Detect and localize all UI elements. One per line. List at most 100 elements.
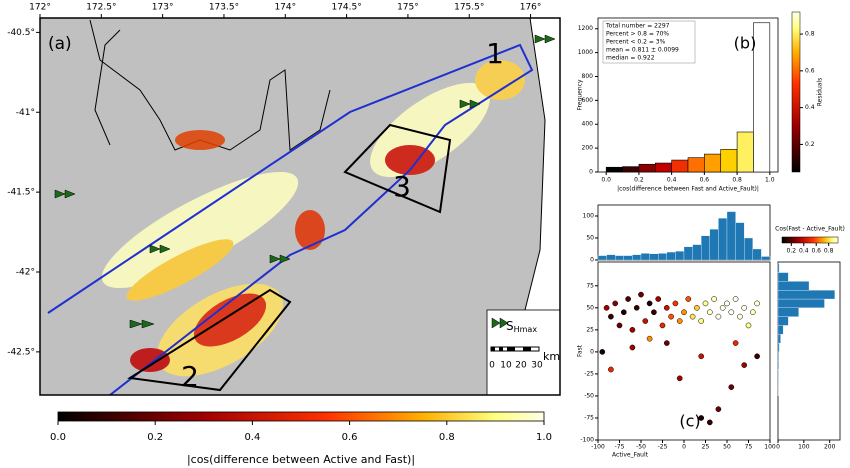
bar <box>744 237 753 261</box>
point <box>715 406 722 413</box>
x-axis-label: Active_Fault <box>612 452 649 459</box>
x-tick-label: 1.0 <box>765 177 775 184</box>
y-tick-label: 400 <box>582 121 594 128</box>
annotation: mean = 0.811 ± 0.0099 <box>606 47 679 54</box>
point <box>732 296 739 302</box>
y-tick-label: 100 <box>583 213 595 220</box>
x-tick-label: 173° <box>152 3 174 13</box>
bar <box>606 254 616 261</box>
bar <box>777 316 789 326</box>
point <box>599 349 606 355</box>
point <box>737 313 743 320</box>
point <box>749 309 756 316</box>
bar <box>692 244 702 261</box>
point <box>646 335 653 342</box>
point <box>655 296 662 302</box>
bar <box>649 253 659 261</box>
heat <box>101 60 525 377</box>
colorbar-tick-label: 0.6 <box>811 248 821 255</box>
bar <box>658 253 667 261</box>
point <box>745 322 752 329</box>
annotation: Total number = 2297 <box>605 23 670 30</box>
point <box>694 304 700 311</box>
bar <box>777 298 825 308</box>
annotation: Percent > 0.8 = 70% <box>606 31 669 38</box>
bar <box>777 351 779 361</box>
x-tick-label: 0.2 <box>634 177 644 184</box>
x-tick-label: 174.5° <box>331 3 361 13</box>
annotation: Percent < 0.2 = 3% <box>606 39 666 46</box>
colorbar-tick-label: 0.6 <box>805 67 815 74</box>
x-tick-label: 0.6 <box>700 177 710 184</box>
colorbar-tick-label: 0.0 <box>50 432 66 443</box>
point <box>663 340 670 346</box>
x-tick-label: 200 <box>824 444 836 451</box>
point <box>698 353 705 360</box>
point <box>698 318 705 324</box>
colorbar-tick-label: 0.8 <box>439 432 455 443</box>
colorbar-tick-label: 0.4 <box>244 432 260 443</box>
y-tick-label: 25 <box>586 326 594 333</box>
bar <box>640 253 650 261</box>
bar <box>666 251 676 261</box>
x-tick-label: 173.5° <box>209 3 239 13</box>
x-tick-label: 0 <box>776 444 780 451</box>
bar <box>701 235 710 261</box>
bar <box>777 342 780 353</box>
scale-label: 20 <box>515 361 527 371</box>
bar <box>777 360 779 370</box>
bar <box>622 166 640 173</box>
x-axis-label: |cos(difference between Fast and Active_… <box>617 186 759 193</box>
scale-label: 30 <box>531 361 543 371</box>
bar <box>777 290 835 300</box>
map-frame <box>39 17 561 396</box>
point <box>646 300 653 307</box>
point <box>642 318 649 324</box>
y-tick-label: 0 <box>590 257 594 264</box>
point <box>629 327 636 333</box>
coastline <box>89 19 331 151</box>
y-tick-label: -41° <box>16 108 35 118</box>
point <box>685 296 692 302</box>
point <box>625 296 631 302</box>
point <box>689 313 696 320</box>
y-tick-label: 200 <box>582 145 594 152</box>
point <box>638 291 644 298</box>
plot-frame <box>597 261 771 441</box>
bar <box>623 255 633 261</box>
y-tick-label: -25 <box>584 370 594 377</box>
point <box>711 296 717 302</box>
panel-label: (c) <box>679 412 700 431</box>
colorbar-tick-label: 0.8 <box>824 248 834 255</box>
x-tick-label: 174° <box>274 3 296 13</box>
bar <box>654 162 672 173</box>
point <box>681 309 687 316</box>
sea <box>505 18 560 395</box>
bar <box>615 255 624 261</box>
colorbar-tick-label: 1.0 <box>536 432 552 443</box>
point <box>724 300 730 307</box>
x-tick-label: 175.5° <box>454 3 484 13</box>
point <box>663 304 670 311</box>
bar <box>777 369 779 379</box>
point <box>616 322 623 329</box>
bar <box>777 307 799 317</box>
point <box>672 300 679 307</box>
bar <box>683 246 693 261</box>
x-tick-label: 75 <box>745 444 753 451</box>
bar <box>671 159 689 173</box>
bar <box>753 22 771 173</box>
point <box>728 309 735 316</box>
bar <box>718 218 728 261</box>
region-label: 2 <box>181 360 199 393</box>
scale-label: 0 <box>489 361 495 371</box>
bar <box>736 131 754 173</box>
x-tick-label: 176° <box>520 3 542 13</box>
scale-unit: km <box>543 350 560 363</box>
y-tick-label: 600 <box>582 97 594 104</box>
point <box>608 366 614 373</box>
bar <box>632 254 642 261</box>
colorbar-tick-label: 0.4 <box>805 104 815 111</box>
x-tick-label: 0.4 <box>667 177 677 184</box>
